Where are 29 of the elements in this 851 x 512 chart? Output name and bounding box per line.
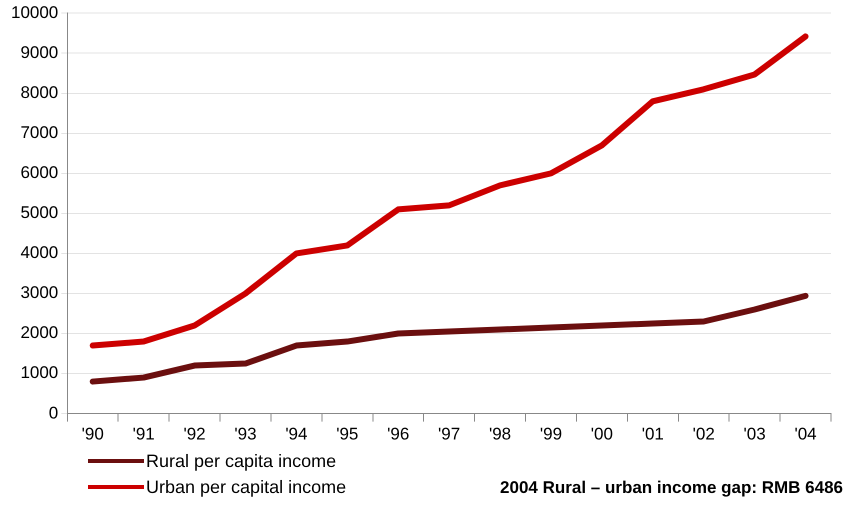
x-tick-label: '97	[438, 424, 460, 444]
y-tick-label: 7000	[20, 123, 58, 142]
x-tick-label: '94	[285, 424, 308, 444]
x-tick-label: '99	[540, 424, 562, 444]
legend-label: Rural per capita income	[146, 450, 336, 473]
x-tick-label: '98	[488, 424, 512, 444]
text: 2004 Rural – urban income gap: RMB 6486	[500, 477, 843, 499]
x-tick-label: '03	[744, 424, 766, 444]
x-tick-label: '96	[387, 424, 410, 444]
x-tick-label: '91	[132, 424, 155, 444]
y-tick-label: 5000	[20, 203, 58, 222]
y-tick-label: 8000	[20, 82, 58, 102]
y-tick-label: 10000	[10, 2, 58, 22]
y-tick-label: 9000	[20, 42, 58, 62]
y-tick-label: 6000	[20, 163, 58, 182]
y-tick-label: 3000	[20, 283, 58, 302]
y-tick-label: 1000	[20, 363, 58, 382]
x-tick-label: '92	[183, 424, 206, 444]
x-tick-label: '95	[336, 424, 358, 444]
y-tick-label: 2000	[20, 323, 58, 342]
y-tick-label: 4000	[20, 243, 58, 262]
x-tick-label: '90	[82, 424, 104, 444]
x-tick-label: '02	[692, 424, 715, 444]
x-tick-label: '01	[642, 424, 664, 444]
x-tick-label: '93	[234, 424, 257, 444]
x-tick-label: '04	[794, 424, 817, 444]
y-tick-label: 0	[48, 403, 58, 422]
x-tick-label: '00	[590, 424, 613, 444]
legend-label: Urban per capital income	[146, 476, 346, 499]
